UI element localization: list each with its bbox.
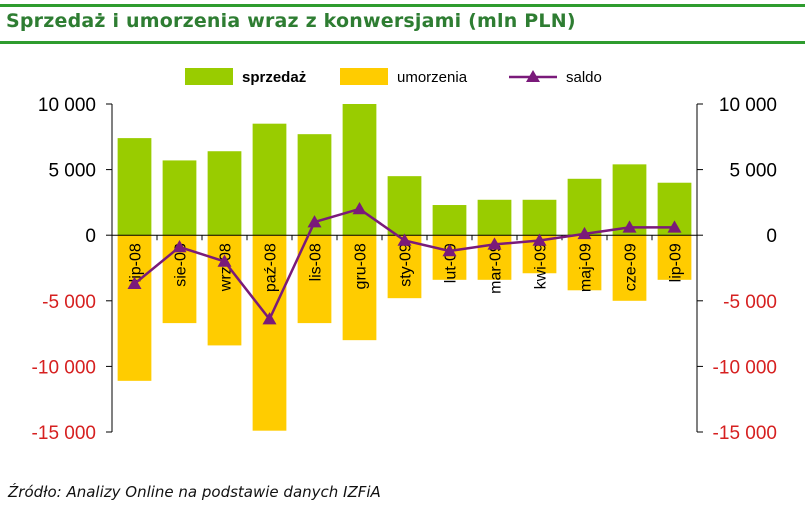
umorzenia-bar-4: [297, 235, 332, 324]
x-category-label: lip-09: [668, 243, 685, 282]
x-category-label: lis-08: [308, 243, 325, 281]
legend-label-sprzedaz: sprzedaż: [242, 69, 306, 86]
x-category-label: sie-08: [173, 243, 190, 287]
saldo-point-1: [172, 240, 187, 253]
title-bar: Sprzedaż i umorzenia wraz z konwersjami …: [0, 0, 805, 44]
x-category-label: lip-08: [128, 243, 145, 282]
y-axis-right-labels: 10 000 5 000 0 -5 000 -10 000 -15 000: [713, 95, 777, 444]
chart-title: Sprzedaż i umorzenia wraz z konwersjami …: [6, 10, 576, 32]
sprzedaz-bar-10: [567, 178, 602, 236]
x-category-label: wrz-08: [218, 243, 235, 292]
legend-swatch-sprzedaz: [185, 68, 233, 85]
legend-swatch-umorzenia: [340, 68, 388, 85]
x-category-label: cze-09: [623, 243, 640, 291]
saldo-series: [127, 201, 682, 325]
saldo-point-3: [262, 312, 277, 325]
y-tick-label-left: -10 000: [32, 357, 96, 378]
sprzedaz-bar-6: [387, 176, 422, 236]
sprzedaz-bar-2: [207, 151, 242, 236]
y-tick-label-right: 0: [766, 226, 777, 247]
x-category-label: sty-09: [398, 243, 415, 287]
title-bottom-rule: [0, 41, 805, 44]
saldo-point-4: [307, 215, 322, 228]
saldo-point-12: [667, 220, 682, 233]
umorzenia-bar-12: [657, 235, 692, 280]
sprzedaz-bar-3: [252, 123, 287, 236]
umorzenia-bar-3: [252, 235, 287, 431]
y-tick-label-right: 5 000: [729, 161, 777, 182]
x-category-label: maj-09: [578, 243, 595, 292]
x-category-label: kwi-09: [533, 243, 550, 289]
legend-marker-saldo: [526, 70, 540, 82]
y-tick-label-right: -5 000: [723, 292, 777, 313]
sprzedaz-bar-1: [162, 160, 197, 236]
saldo-point-9: [532, 233, 547, 246]
umorzenia-bar-7: [432, 235, 467, 280]
x-category-label: mar-09: [488, 243, 505, 294]
chart-legend: sprzedaż umorzenia saldo: [185, 68, 602, 86]
y-tick-label-left: 10 000: [38, 95, 96, 116]
sprzedaz-bar-5: [342, 104, 377, 236]
y-tick-label-right: 10 000: [719, 95, 777, 116]
umorzenia-bar-5: [342, 235, 377, 341]
x-category-label: paź-08: [263, 243, 280, 292]
sprzedaz-bar-0: [117, 138, 152, 236]
umorzenia-bar-10: [567, 235, 602, 291]
saldo-point-5: [352, 201, 367, 215]
y-tick-label-left: 0: [85, 226, 96, 247]
chart: sprzedaż umorzenia saldo 10 000 5 000 0 -5 00…: [32, 68, 777, 444]
legend-label-saldo: saldo: [566, 69, 602, 86]
umorzenia-bar-11: [612, 235, 647, 301]
y-tick-label-left: -5 000: [42, 292, 96, 313]
y-tick-label-left: 5 000: [48, 161, 96, 182]
saldo-point-8: [487, 237, 502, 250]
source-note: Źródło: Analizy Online na podstawie dany…: [8, 483, 381, 501]
saldo-point-0: [127, 276, 142, 289]
saldo-point-10: [577, 226, 592, 240]
legend-label-umorzenia: umorzenia: [397, 69, 468, 86]
umorzenia-bar-2: [207, 235, 242, 346]
sprzedaz-bar-7: [432, 205, 467, 236]
x-category-label: gru-08: [353, 243, 370, 289]
umorzenia-bar-0: [117, 235, 152, 381]
saldo-point-7: [442, 243, 457, 257]
saldo-point-2: [217, 254, 232, 267]
y-tick-label-left: -15 000: [32, 423, 96, 444]
saldo-point-11: [622, 220, 637, 233]
sprzedaz-bar-8: [477, 199, 512, 236]
title-top-rule: [0, 4, 805, 7]
y-tick-label-right: -10 000: [713, 357, 777, 378]
y-axis-left-labels: 10 000 5 000 0 -5 000 -10 000 -15 000: [32, 95, 96, 444]
y-tick-label-right: -15 000: [713, 423, 777, 444]
bars-layer: [117, 104, 692, 431]
sprzedaz-bar-9: [522, 199, 557, 236]
saldo-point-6: [397, 233, 412, 246]
